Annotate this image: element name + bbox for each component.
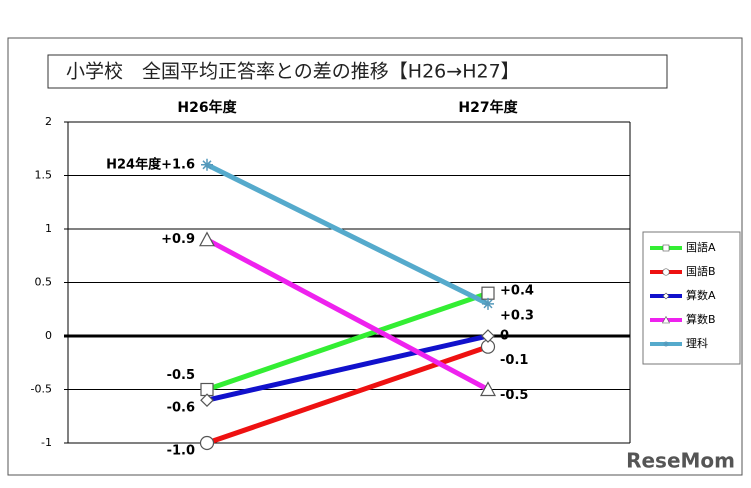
- series-line: [205, 162, 490, 307]
- watermark: ReseMom: [626, 449, 735, 473]
- data-marker: [199, 435, 215, 451]
- y-tick-label: 0.5: [35, 276, 53, 289]
- title-box: [47, 54, 668, 89]
- legend-marker: [662, 292, 670, 300]
- legend-marker: [663, 341, 669, 347]
- legend-marker: [662, 268, 670, 276]
- y-tick-label: -0.5: [31, 383, 52, 396]
- y-tick-label: 1.5: [35, 169, 53, 182]
- series-line: [205, 237, 490, 392]
- series-line: [206, 333, 489, 403]
- chart-title: 小学校 全国平均正答率との差の推移【H26→H27】: [66, 61, 520, 83]
- x-category-label: H27年度: [458, 99, 518, 116]
- y-tick-label: 0: [45, 329, 52, 342]
- legend-marker: [661, 315, 671, 324]
- data-label: -0.1: [500, 353, 528, 368]
- data-marker: [481, 286, 495, 300]
- data-label: -0.6: [167, 401, 195, 416]
- legend-label: 算数A: [686, 288, 716, 302]
- legend-label: 国語B: [686, 264, 716, 278]
- data-label: H24年度+1.6: [106, 156, 195, 172]
- chart-frame: [7, 37, 743, 476]
- data-label: +0.3: [500, 308, 534, 323]
- y-tick-label: 2: [45, 115, 52, 128]
- data-marker: [482, 297, 494, 310]
- data-marker: [200, 393, 214, 408]
- legend-label: 算数B: [686, 312, 716, 326]
- data-marker: [201, 158, 213, 171]
- x-category-label: H26年度: [177, 99, 237, 116]
- data-marker: [479, 381, 497, 397]
- data-label: +0.4: [500, 284, 534, 299]
- data-label: -0.5: [167, 368, 195, 383]
- legend-label: 国語A: [686, 240, 716, 254]
- series-line: [206, 290, 489, 392]
- legend-label: 理科: [686, 336, 708, 350]
- legend-marker: [662, 244, 670, 252]
- data-label: -0.5: [500, 388, 528, 403]
- data-label: 0: [500, 329, 509, 344]
- data-label: +0.9: [161, 232, 195, 247]
- data-marker: [481, 329, 495, 343]
- data-label: -1.0: [167, 444, 195, 459]
- y-tick-label: -1: [41, 436, 52, 449]
- y-tick-label: 1: [45, 222, 52, 235]
- data-marker: [198, 231, 216, 247]
